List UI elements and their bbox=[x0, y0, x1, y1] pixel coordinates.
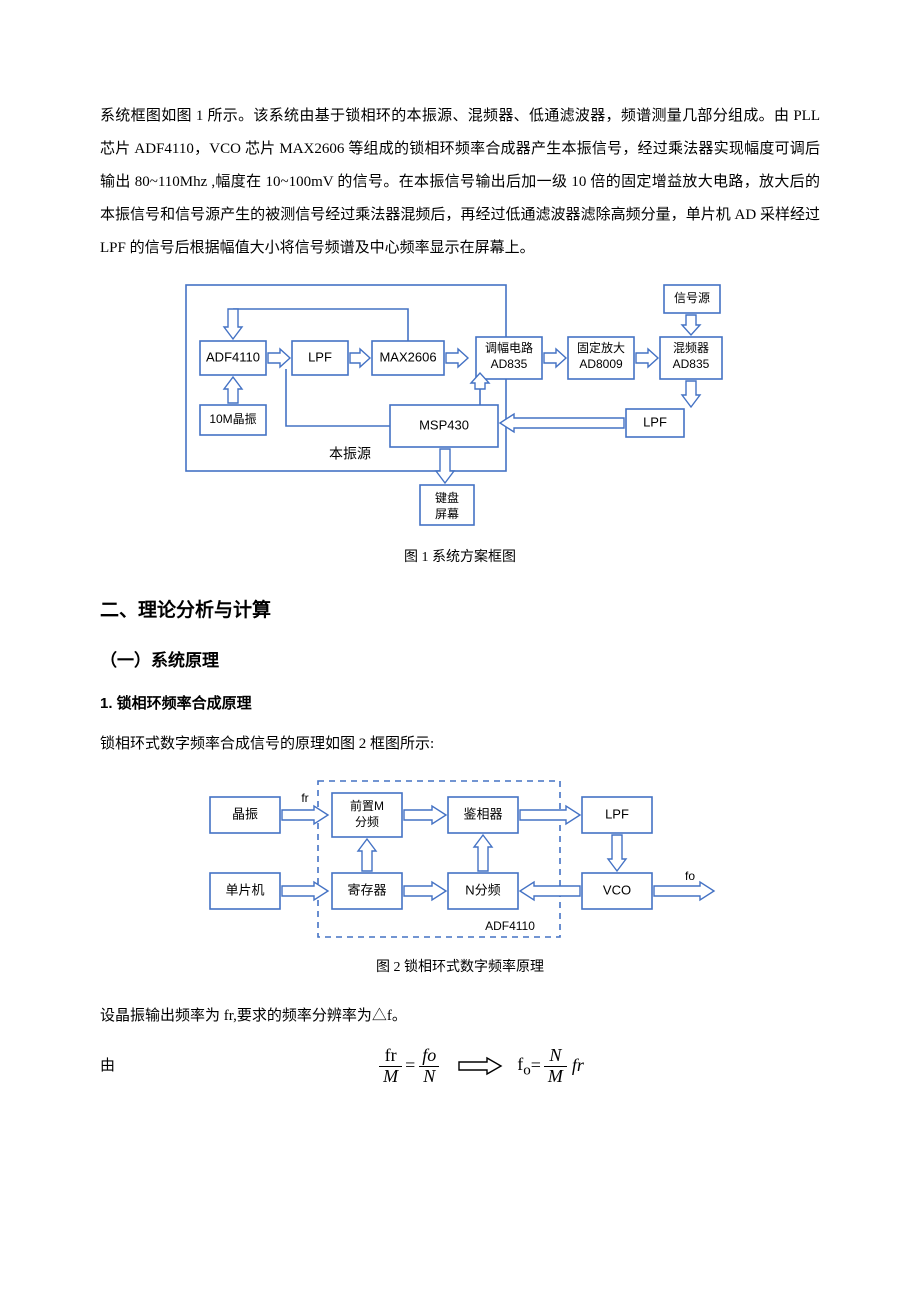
fraction-fr-m: fr M bbox=[379, 1046, 402, 1087]
frac-num: fo bbox=[418, 1046, 440, 1066]
formula-lead-text: 由 bbox=[100, 1050, 140, 1083]
figure-1-caption: 图 1 系统方案框图 bbox=[100, 543, 820, 574]
adf4110-group-label: ADF4110 bbox=[485, 919, 535, 933]
node-max2606-label: MAX2606 bbox=[379, 349, 436, 364]
node-vco-label: VCO bbox=[603, 882, 631, 897]
node-ndiv-label: N分频 bbox=[465, 882, 500, 897]
node-am-label2: AD835 bbox=[491, 357, 528, 371]
frac-den: M bbox=[544, 1066, 567, 1087]
arrow-up-icon bbox=[358, 839, 376, 871]
arrow-icon bbox=[544, 349, 566, 367]
node-amp-label1: 固定放大 bbox=[577, 340, 625, 355]
node-lpf1-label: LPF bbox=[308, 349, 332, 364]
node-mixer-label1: 混频器 bbox=[673, 341, 709, 355]
fraction-fo-n: fo N bbox=[418, 1046, 440, 1087]
node-adf4110-label: ADF4110 bbox=[206, 349, 260, 364]
arrow-down-icon bbox=[436, 449, 454, 483]
arrow-up-icon bbox=[474, 835, 492, 871]
arrow-down-icon bbox=[608, 835, 626, 871]
res-tail: fr bbox=[572, 1046, 584, 1086]
node-kb-label: 键盘 bbox=[435, 490, 459, 505]
arrow-up-icon bbox=[224, 377, 242, 403]
section-2-1-heading: （一）系统原理 bbox=[100, 642, 820, 679]
arrow-icon bbox=[282, 806, 328, 824]
arrow-left-icon bbox=[520, 882, 580, 900]
edge-label-fr: fr bbox=[301, 791, 308, 805]
section-2-1-1-heading: 1. 锁相环频率合成原理 bbox=[100, 687, 820, 720]
arrow-icon bbox=[268, 349, 290, 367]
equals-2: = bbox=[531, 1046, 541, 1086]
pll-principle-diagram: ADF4110 晶振 前置M 分频 鉴相器 LPF 单片机 寄存器 N分频 VC… bbox=[190, 775, 730, 945]
arrow-icon bbox=[404, 882, 446, 900]
node-mcu-label: 单片机 bbox=[225, 882, 264, 897]
node-screen-label: 屏幕 bbox=[435, 507, 459, 521]
node-lpf-label: LPF bbox=[605, 806, 629, 821]
arrow-icon bbox=[636, 349, 658, 367]
system-block-diagram: 本振源 ADF4110 LPF MAX2606 调幅电路 AD835 固定放大 … bbox=[180, 279, 740, 535]
arrow-icon bbox=[282, 882, 328, 900]
feedback-line bbox=[233, 309, 408, 341]
node-pd-label: 鉴相器 bbox=[463, 806, 502, 821]
arrow-down-icon bbox=[682, 315, 700, 335]
pll-group-label: 本振源 bbox=[329, 446, 371, 462]
node-reg-label: 寄存器 bbox=[347, 882, 386, 897]
node-xtal-label: 晶振 bbox=[232, 806, 258, 821]
result-lhs: fo bbox=[517, 1045, 531, 1088]
arrow-icon bbox=[520, 806, 580, 824]
arrow-icon bbox=[654, 882, 714, 900]
node-mixer-label2: AD835 bbox=[673, 357, 710, 371]
arrow-left-icon bbox=[500, 414, 624, 432]
frac-den: M bbox=[379, 1066, 402, 1087]
pll-intro-paragraph: 锁相环式数字频率合成信号的原理如图 2 框图所示: bbox=[100, 728, 820, 761]
node-msp430-label: MSP430 bbox=[419, 417, 469, 432]
arrow-down-icon bbox=[682, 381, 700, 407]
formula-row: 由 fr M = fo N fo = N M bbox=[100, 1045, 820, 1088]
node-am-label1: 调幅电路 bbox=[485, 340, 533, 355]
section-2-heading: 二、理论分析与计算 bbox=[100, 590, 820, 632]
arrow-icon bbox=[404, 806, 446, 824]
arrow-icon bbox=[350, 349, 370, 367]
intro-paragraph: 系统框图如图 1 所示。该系统由基于锁相环的本振源、混频器、低通滤波器，频谱测量… bbox=[100, 100, 820, 265]
after-fig2-paragraph: 设晶振输出频率为 fr,要求的频率分辨率为△f。 bbox=[100, 1000, 820, 1033]
connector-line bbox=[286, 369, 390, 426]
figure-1: 本振源 ADF4110 LPF MAX2606 调幅电路 AD835 固定放大 … bbox=[100, 279, 820, 535]
fraction-n-m: N M bbox=[544, 1046, 567, 1087]
edge-label-fo: fo bbox=[685, 869, 695, 883]
res-sub: o bbox=[523, 1062, 531, 1078]
implies-arrow-icon bbox=[457, 1056, 503, 1076]
arrow-icon bbox=[446, 349, 468, 367]
node-10m-xtal-label: 10M晶振 bbox=[209, 412, 256, 426]
node-amp-label2: AD8009 bbox=[579, 357, 623, 371]
figure-2-caption: 图 2 锁相环式数字频率原理 bbox=[100, 953, 820, 984]
frac-den: N bbox=[419, 1066, 439, 1087]
frac-num: N bbox=[545, 1046, 565, 1066]
node-signal-source-label: 信号源 bbox=[674, 291, 710, 305]
node-pre-m-label2: 分频 bbox=[355, 815, 379, 829]
equals-1: = bbox=[405, 1046, 415, 1086]
node-lpf2-label: LPF bbox=[643, 414, 667, 429]
arrow-down-icon bbox=[224, 309, 242, 339]
formula-body: fr M = fo N fo = N M fr bbox=[140, 1045, 820, 1088]
figure-2: ADF4110 晶振 前置M 分频 鉴相器 LPF 单片机 寄存器 N分频 VC… bbox=[100, 775, 820, 945]
frac-num: fr bbox=[381, 1046, 401, 1066]
node-pre-m-label1: 前置M bbox=[350, 798, 384, 813]
